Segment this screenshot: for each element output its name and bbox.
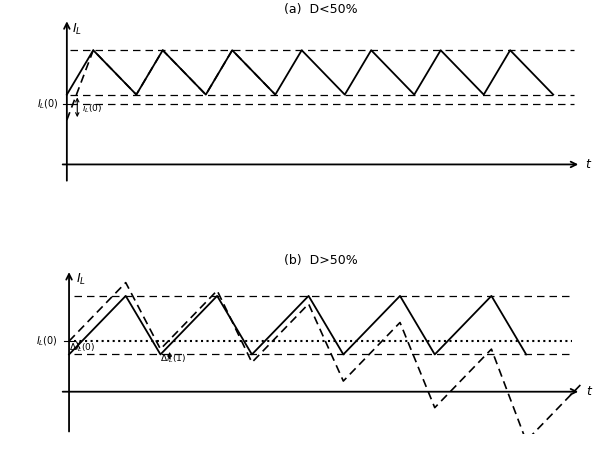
Text: $\Delta i_L(1)$: $\Delta i_L(1)$ <box>161 352 187 365</box>
Text: $i_L(0)$: $i_L(0)$ <box>82 103 102 115</box>
Text: $t$: $t$ <box>585 158 592 171</box>
Text: $I_L(0)$: $I_L(0)$ <box>37 97 59 111</box>
Text: $\Delta i_L(0)$: $\Delta i_L(0)$ <box>69 341 95 354</box>
Title: (b)  D>50%: (b) D>50% <box>283 254 358 267</box>
Title: (a)  D<50%: (a) D<50% <box>284 3 357 16</box>
Text: $I_L$: $I_L$ <box>72 22 83 37</box>
Text: $I_L$: $I_L$ <box>76 272 86 287</box>
Text: $t$: $t$ <box>586 385 593 398</box>
Text: $I_L(0)$: $I_L(0)$ <box>36 334 58 348</box>
